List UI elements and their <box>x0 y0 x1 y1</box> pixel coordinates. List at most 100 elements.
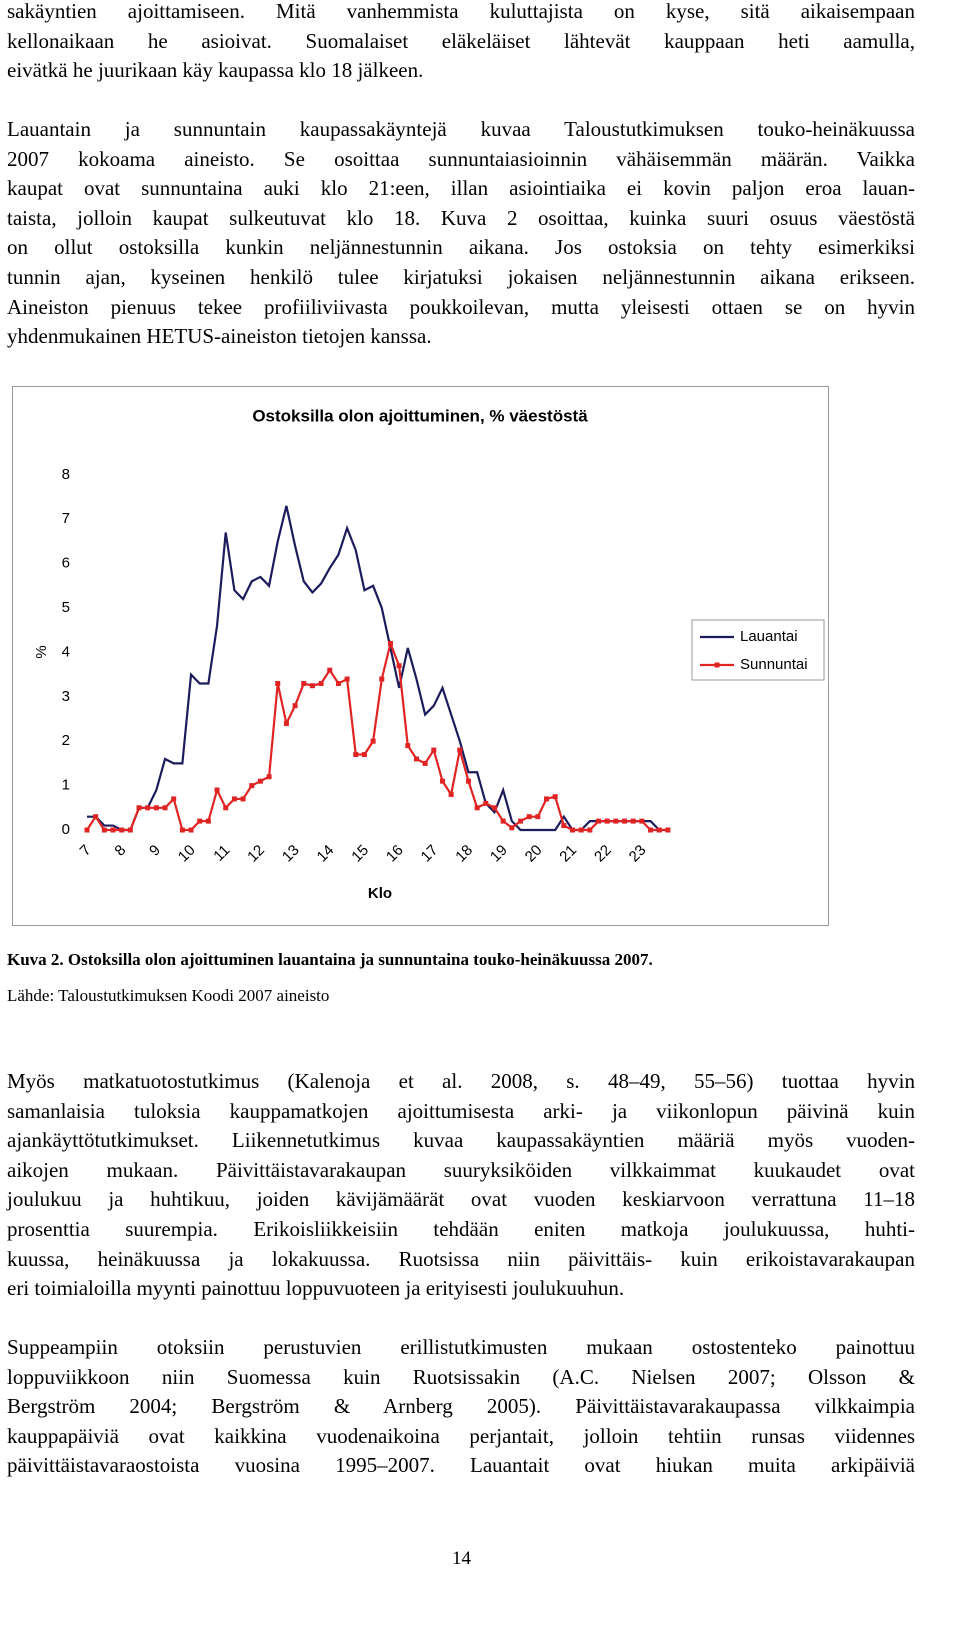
data-point <box>422 760 428 766</box>
text-line: eivätkä he juurikaan käy kaupassa klo 18… <box>7 58 424 83</box>
chart-title: Ostoksilla olon ajoittuminen, % väestöst… <box>252 406 588 425</box>
figure-source: Lähde: Taloustutkimuksen Koodi 2007 aine… <box>7 986 330 1005</box>
data-point <box>604 818 610 824</box>
data-point <box>292 703 298 709</box>
data-point <box>544 796 550 802</box>
data-point <box>656 827 662 833</box>
text-line: taista, jolloin kaupat sulkeutuvat klo 1… <box>7 205 915 230</box>
y-tick-label: 4 <box>62 643 70 660</box>
data-point <box>145 805 151 811</box>
data-point <box>318 680 324 686</box>
data-point <box>205 818 211 824</box>
text-line: kauppapäiviä ovat kaikkina vuodenaikoina… <box>7 1423 915 1448</box>
data-point <box>457 747 463 753</box>
page-number: 14 <box>452 1548 471 1569</box>
text-line: joulukuu ja huhtikuu, joiden kävijämäärä… <box>7 1187 915 1212</box>
text-line: Myös matkatuotostutkimus (Kalenoja et al… <box>7 1069 915 1093</box>
paragraph: Myös matkatuotostutkimus (Kalenoja et al… <box>7 1067 915 1304</box>
data-point <box>257 778 263 784</box>
data-point <box>526 814 532 820</box>
data-point <box>301 680 307 686</box>
data-point <box>483 800 489 806</box>
chart: Ostoksilla olon ajoittuminen, % väestöst… <box>12 386 829 926</box>
data-point <box>231 796 237 802</box>
data-point <box>335 680 341 686</box>
text-line: Aineiston pienuus tekee profiiliviivasta… <box>7 294 915 319</box>
data-point <box>518 818 523 824</box>
data-point <box>344 676 350 682</box>
data-point <box>188 827 194 833</box>
data-point <box>110 827 116 833</box>
legend-label: Lauantai <box>740 628 798 645</box>
data-point <box>93 814 99 820</box>
data-point <box>153 805 159 811</box>
data-point <box>500 818 506 824</box>
text-line: loppuviikkoon niin Suomessa kuin Ruotsis… <box>7 1364 915 1389</box>
data-point <box>665 827 671 833</box>
y-tick-label: 5 <box>62 599 70 616</box>
data-point <box>275 680 281 686</box>
paragraph: Lauantain ja sunnuntain kaupassakäyntejä… <box>7 115 915 352</box>
y-tick-label: 7 <box>62 510 70 527</box>
data-point <box>639 818 645 824</box>
data-point <box>214 787 220 793</box>
data-point <box>535 814 541 820</box>
paragraph: Suppeampiin otoksiin perustuvien erillis… <box>7 1333 915 1481</box>
data-point <box>136 805 142 811</box>
data-point <box>283 720 289 726</box>
data-point <box>309 683 315 689</box>
data-point <box>370 738 376 744</box>
text-line: eri toimialoilla myynti painottuu loppuv… <box>7 1276 625 1301</box>
data-point <box>630 818 636 824</box>
data-point <box>587 827 593 833</box>
text-line: Suppeampiin otoksiin perustuvien erillis… <box>7 1335 915 1359</box>
text-line: kuussa, heinäkuussa ja lokakuussa. Ruots… <box>7 1246 915 1271</box>
text-line: 2007 kokoama aineisto. Se osoittaa sunnu… <box>7 146 915 171</box>
data-point <box>552 794 558 800</box>
data-point <box>361 752 367 758</box>
data-point <box>249 783 255 789</box>
data-point <box>179 827 185 833</box>
data-point <box>431 747 437 753</box>
text-line: on ollut ostoksilla kunkin neljännestunn… <box>7 235 915 260</box>
figure-caption: Kuva 2. Ostoksilla olon ajoittuminen lau… <box>7 950 653 969</box>
data-point <box>439 778 445 784</box>
data-point <box>570 827 576 833</box>
data-point <box>648 827 654 833</box>
y-tick-label: 6 <box>62 555 70 572</box>
y-tick-label: 2 <box>62 732 70 749</box>
text-line: kaupat ovat sunnuntaina auki klo 21:een,… <box>7 176 915 201</box>
data-point <box>578 827 584 833</box>
data-point <box>101 827 107 833</box>
paragraph: sakäyntien ajoittamiseen. Mitä vanhemmis… <box>7 0 915 86</box>
x-axis-label: Klo <box>368 885 392 902</box>
data-point <box>162 805 168 811</box>
text-line: sakäyntien ajoittamiseen. Mitä vanhemmis… <box>7 0 915 23</box>
y-axis-label: % <box>33 645 50 658</box>
data-point <box>396 663 402 669</box>
text-line: Bergström 2004; Bergström & Arnberg 2005… <box>7 1394 915 1419</box>
data-point <box>613 818 619 824</box>
data-point <box>596 818 602 824</box>
data-point <box>223 805 229 811</box>
data-point <box>197 818 203 824</box>
text-line: prosenttia suurempia. Erikoisliikkeisiin… <box>7 1216 915 1241</box>
data-point <box>84 827 90 833</box>
data-point <box>465 778 471 784</box>
data-point <box>119 827 125 833</box>
data-point <box>266 774 272 780</box>
data-point <box>353 752 359 758</box>
data-point <box>240 796 246 802</box>
text-line: aikojen mukaan. Päivittäistavarakaupan s… <box>7 1157 915 1182</box>
data-point <box>171 796 177 802</box>
legend-label: Sunnuntai <box>740 656 808 673</box>
data-point <box>622 818 628 824</box>
y-tick-label: 8 <box>62 466 70 483</box>
data-point <box>379 676 385 682</box>
data-point <box>127 827 133 833</box>
data-point <box>413 756 419 762</box>
legend-box <box>691 619 825 681</box>
text-line: tunnin ajan, kyseinen henkilö tulee kirj… <box>7 264 915 289</box>
data-point <box>405 743 411 749</box>
text-line: ajankäyttötutkimukset. Liikennetutkimus … <box>7 1128 915 1153</box>
